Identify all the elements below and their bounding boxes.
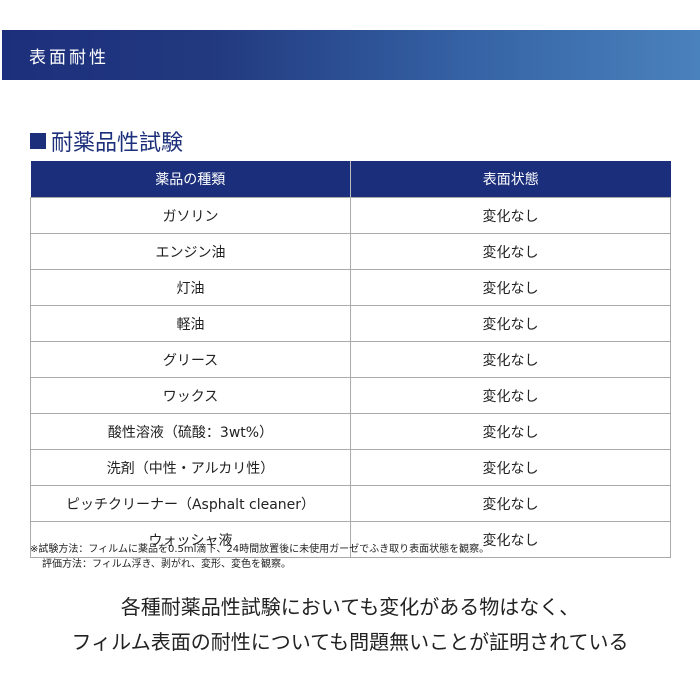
chemical-cell: 洗剤（中性・アルカリ性）: [30, 449, 351, 486]
table-row: ガソリン 変化なし: [30, 197, 671, 234]
conclusion-line-1: 各種耐薬品性試験においても変化がある物はなく、: [120, 595, 580, 619]
table-row: 洗剤（中性・アルカリ性） 変化なし: [30, 449, 671, 486]
section-heading: 耐薬品性試験: [30, 125, 183, 157]
section-banner: 表面耐性: [2, 30, 700, 80]
chemical-cell: エンジン油: [30, 233, 351, 270]
surface-state-cell: 変化なし: [350, 485, 671, 522]
chemical-cell: 軽油: [30, 305, 351, 342]
note-method: ※試験方法：フィルムに薬品を0.5ml滴下、24時間放置後に未使用ガーゼでふき取…: [30, 544, 490, 555]
chemical-cell: 灯油: [30, 269, 351, 306]
table-header-row: 薬品の種類 表面状態: [30, 161, 671, 198]
chemical-resistance-table: 薬品の種類 表面状態 ガソリン 変化なし エンジン油 変化なし 灯油 変化なし 軽油 変化なしグ…: [30, 161, 671, 558]
table-row: ピッチクリーナー（Asphalt cleaner） 変化なし: [30, 485, 671, 522]
section-title: 耐薬品性試験: [51, 131, 184, 156]
square-bullet-icon: [30, 133, 46, 149]
surface-state-cell: 変化なし: [350, 413, 671, 450]
surface-state-cell: 変化なし: [350, 341, 671, 378]
note-evaluation: 評価方法：フィルム浮き、剥がれ、変形、変色を観察。: [42, 559, 291, 570]
table-row: 軽油 変化なし: [30, 305, 671, 342]
table-row: ウォッシャ液 変化なし: [30, 521, 671, 558]
surface-state-cell: 変化なし: [350, 449, 671, 486]
table-row: ワックス 変化なし: [30, 377, 671, 414]
chemical-cell: 酸性溶液（硫酸：3wt%）: [30, 413, 351, 450]
surface-state-cell: 変化なし: [350, 521, 671, 558]
chemical-cell: ピッチクリーナー（Asphalt cleaner）: [30, 485, 351, 522]
chemical-cell: ウォッシャ液: [30, 521, 351, 558]
table-row: エンジン油 変化なし: [30, 233, 671, 270]
test-notes: ※試験方法：フィルムに薬品を0.5ml滴下、24時間放置後に未使用ガーゼでふき取…: [30, 542, 489, 572]
surface-state-cell: 変化なし: [350, 305, 671, 342]
table-row: 灯油 変化なし: [30, 269, 671, 306]
surface-state-cell: 変化なし: [350, 269, 671, 306]
header-surface: 表面状態: [350, 161, 671, 198]
table-row: 酸性溶液（硫酸：3wt%） 変化なし: [30, 413, 671, 450]
chemical-cell: ワックス: [30, 377, 351, 414]
header-chemical: 薬品の種類: [30, 161, 351, 198]
conclusion-line-2: フィルム表面の耐性についても問題無いことが証明されている: [71, 630, 629, 654]
chemical-cell: ガソリン: [30, 197, 351, 234]
banner-title: 表面耐性: [29, 48, 109, 68]
conclusion: 各種耐薬品性試験においても変化がある物はなく、フィルム表面の耐性についても問題無…: [0, 590, 700, 660]
chemical-cell: グリース: [30, 341, 351, 378]
surface-state-cell: 変化なし: [350, 197, 671, 234]
table-row: グリース 変化なし: [30, 341, 671, 378]
surface-state-cell: 変化なし: [350, 233, 671, 270]
surface-state-cell: 変化なし: [350, 377, 671, 414]
